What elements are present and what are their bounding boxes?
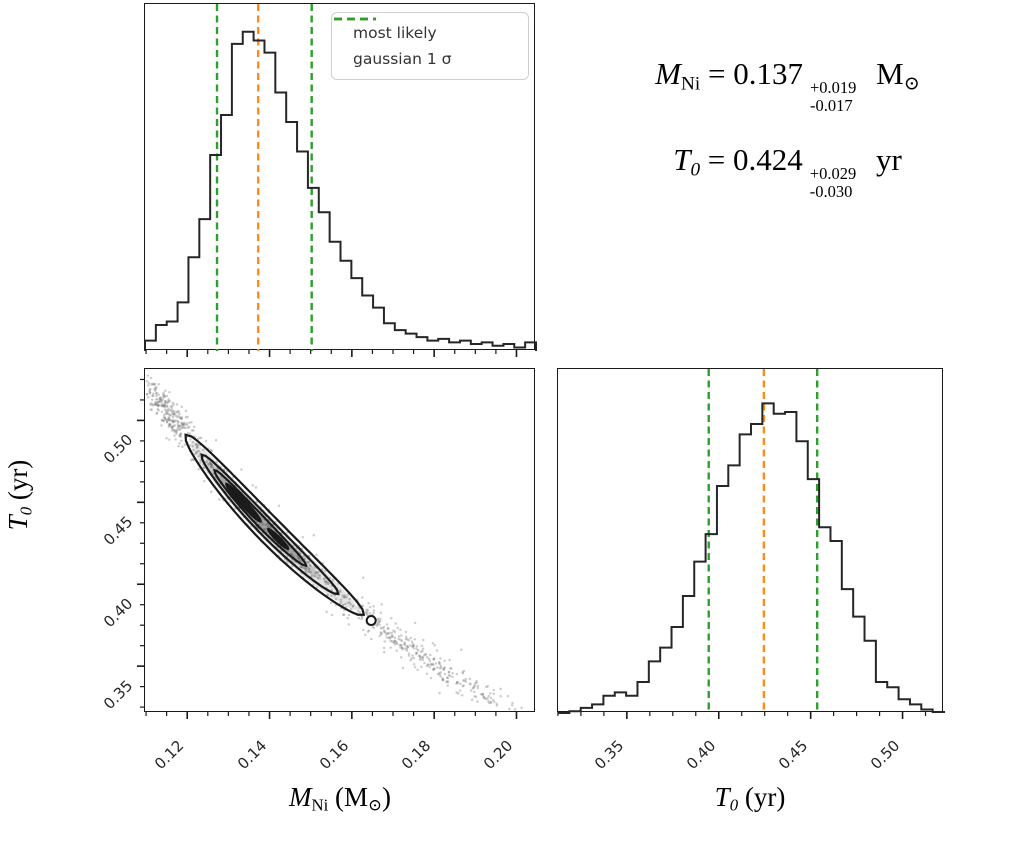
tick-label: 0.20 xyxy=(480,736,517,773)
legend: most likely gaussian 1 σ xyxy=(331,12,529,80)
legend-label: gaussian 1 σ xyxy=(353,50,452,68)
tick-label: 0.50 xyxy=(866,736,903,773)
tick-label: 0.12 xyxy=(151,736,188,773)
tick-label: 0.35 xyxy=(590,736,628,773)
legend-label: most likely xyxy=(353,24,437,42)
equals-sign: = xyxy=(707,56,726,91)
mni-errors: +0.019 -0.017 xyxy=(809,78,857,116)
mni-value: 0.137 xyxy=(733,56,803,91)
tick-label: 0.45 xyxy=(774,736,812,773)
tick-label: 0.35 xyxy=(100,676,137,714)
yaxis-title-t0: T0 (yr) xyxy=(3,459,36,531)
hist-t0-canvas xyxy=(558,369,945,714)
annotation-block: MNi = 0.137 +0.019 -0.017 M⊙ T0 = 0.424 +0.… xyxy=(555,58,1020,230)
tick-label: 0.40 xyxy=(682,736,720,773)
t0-errors: +0.029 -0.030 xyxy=(809,163,857,202)
sun-symbol: ⊙ xyxy=(367,795,383,815)
tick-label: 0.40 xyxy=(100,594,137,632)
tick-label: 0.16 xyxy=(315,736,353,773)
sun-symbol: ⊙ xyxy=(903,73,920,95)
legend-item-gaussian-1sigma: gaussian 1 σ xyxy=(334,17,518,72)
t0-err-plus: +0.029 xyxy=(809,163,857,183)
t0-symbol-sub: 0 xyxy=(690,159,701,181)
mni-symbol-sub: Ni xyxy=(681,73,701,95)
t0-err-minus: -0.030 xyxy=(809,182,853,202)
t0-symbol: T xyxy=(673,141,691,177)
t0-value: 0.424 xyxy=(733,141,803,177)
hist-mni-canvas xyxy=(144,4,537,351)
tick-label: 0.50 xyxy=(100,431,137,468)
panel-hist-t0 xyxy=(557,368,945,714)
equals-sign: = xyxy=(707,141,726,177)
result-t0: T0 = 0.424 +0.029 -0.030 yr xyxy=(555,144,1020,202)
tick-label: 0.14 xyxy=(233,736,270,773)
panel-joint-posterior xyxy=(144,368,535,712)
xaxis-title-mni: MNi (M⊙) xyxy=(288,782,392,815)
mni-unit: M⊙ xyxy=(876,56,920,95)
result-mni: MNi = 0.137 +0.019 -0.017 M⊙ xyxy=(555,58,1020,116)
joint-posterior-canvas xyxy=(145,374,523,711)
tick-label: 0.18 xyxy=(398,736,435,773)
t0-unit: yr xyxy=(875,141,902,177)
mni-symbol: M xyxy=(655,56,681,91)
green-dashed-line-icon xyxy=(334,17,376,21)
tick-label: 0.45 xyxy=(100,512,137,550)
mni-err-plus: +0.019 xyxy=(809,78,857,97)
panel-hist-mni: most likely gaussian 1 σ xyxy=(144,3,537,351)
mni-err-minus: -0.017 xyxy=(809,96,853,116)
xaxis-title-t0: T0 (yr) xyxy=(714,782,786,815)
